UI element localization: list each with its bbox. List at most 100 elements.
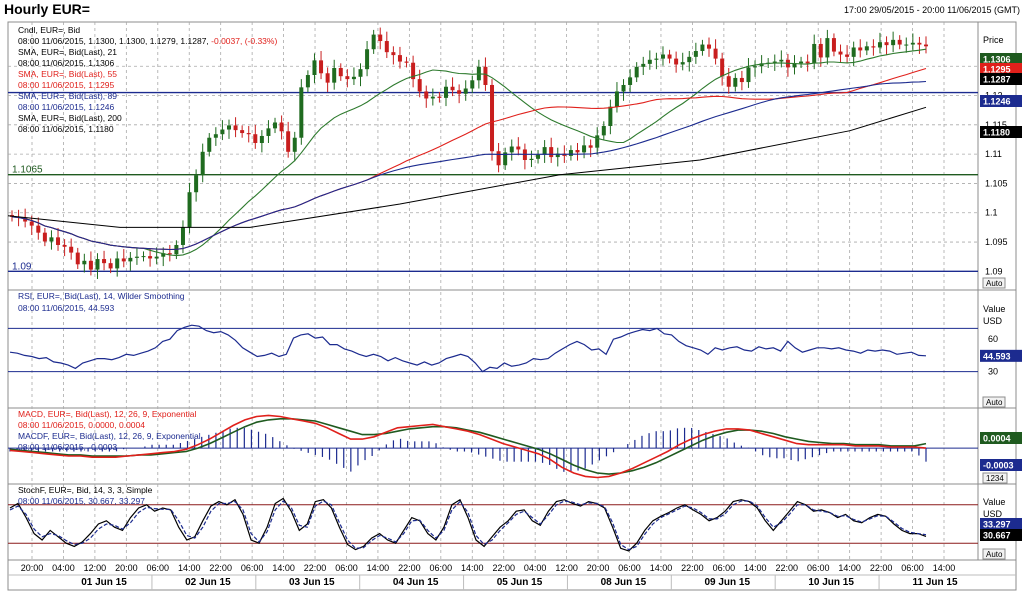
candle-body[interactable] (279, 122, 284, 132)
candle-body[interactable] (680, 62, 685, 65)
candle-body[interactable] (187, 192, 192, 228)
candle-body[interactable] (654, 58, 659, 60)
candle-body[interactable] (430, 96, 435, 99)
candle-body[interactable] (233, 125, 238, 131)
candle-body[interactable] (549, 147, 554, 158)
candle-body[interactable] (259, 135, 264, 144)
candle-body[interactable] (299, 87, 304, 138)
candle-body[interactable] (812, 43, 817, 64)
candle-body[interactable] (667, 54, 672, 59)
candle-body[interactable] (36, 225, 41, 233)
candle-body[interactable] (62, 244, 67, 247)
candle-body[interactable] (167, 253, 172, 255)
candle-body[interactable] (641, 63, 646, 67)
candle-body[interactable] (568, 150, 573, 156)
candle-body[interactable] (575, 150, 580, 153)
candle-body[interactable] (207, 137, 212, 152)
candle-body[interactable] (75, 252, 80, 265)
candle-body[interactable] (417, 79, 422, 92)
candle-body[interactable] (161, 253, 166, 257)
candle-body[interactable] (792, 63, 797, 68)
candle-body[interactable] (226, 125, 231, 130)
candle-body[interactable] (904, 44, 909, 46)
candle-body[interactable] (115, 258, 120, 269)
candle-body[interactable] (463, 88, 468, 94)
candle-body[interactable] (805, 61, 810, 64)
candle-body[interactable] (516, 146, 521, 150)
candle-body[interactable] (391, 52, 396, 56)
candle-body[interactable] (634, 66, 639, 78)
candle-body[interactable] (845, 54, 850, 57)
candle-body[interactable] (831, 38, 836, 52)
candle-body[interactable] (818, 43, 823, 58)
candle-body[interactable] (378, 34, 383, 42)
candle-body[interactable] (588, 145, 593, 148)
candle-body[interactable] (687, 56, 692, 63)
candle-body[interactable] (891, 39, 896, 46)
candle-body[interactable] (397, 55, 402, 62)
candle-body[interactable] (707, 44, 712, 49)
candle-body[interactable] (240, 130, 245, 134)
candle-body[interactable] (693, 50, 698, 57)
candle-body[interactable] (365, 49, 370, 70)
candle-body[interactable] (42, 232, 47, 242)
candle-body[interactable] (246, 133, 251, 135)
candle-body[interactable] (917, 42, 922, 45)
candle-body[interactable] (253, 134, 258, 144)
candle-body[interactable] (345, 76, 350, 80)
candle-body[interactable] (720, 58, 725, 77)
candle-body[interactable] (647, 59, 652, 64)
candle-body[interactable] (450, 86, 455, 91)
candle-body[interactable] (457, 90, 462, 94)
candle-body[interactable] (496, 151, 501, 166)
candle-body[interactable] (608, 106, 613, 127)
candle-body[interactable] (108, 263, 113, 269)
candle-body[interactable] (134, 256, 139, 258)
candle-body[interactable] (286, 131, 291, 152)
candle-body[interactable] (924, 44, 928, 47)
candle-body[interactable] (871, 46, 876, 48)
candle-body[interactable] (772, 61, 777, 63)
candle-body[interactable] (799, 61, 804, 64)
candle-body[interactable] (674, 58, 679, 65)
candle-body[interactable] (753, 66, 758, 68)
candle-body[interactable] (154, 256, 159, 259)
candle-body[interactable] (220, 129, 225, 135)
candle-body[interactable] (759, 63, 764, 67)
candle-body[interactable] (601, 126, 606, 136)
candle-body[interactable] (29, 221, 34, 226)
candle-body[interactable] (49, 237, 54, 242)
candle-body[interactable] (148, 256, 153, 259)
candle-body[interactable] (470, 80, 475, 89)
candle-body[interactable] (838, 51, 843, 55)
candle-body[interactable] (739, 77, 744, 83)
candle-body[interactable] (266, 128, 271, 136)
candle-body[interactable] (700, 44, 705, 51)
candle-body[interactable] (825, 38, 830, 58)
candle-body[interactable] (858, 47, 863, 51)
candle-body[interactable] (180, 227, 185, 245)
candle-body[interactable] (437, 96, 442, 98)
candle-body[interactable] (213, 134, 218, 138)
candle-body[interactable] (88, 260, 93, 270)
candle-body[interactable] (877, 42, 882, 48)
candle-body[interactable] (542, 147, 547, 155)
candle-body[interactable] (102, 259, 107, 264)
candle-body[interactable] (536, 154, 541, 159)
candle-body[interactable] (555, 153, 560, 158)
candle-body[interactable] (779, 59, 784, 62)
candle-body[interactable] (332, 67, 337, 83)
candle-body[interactable] (851, 47, 856, 57)
candle-body[interactable] (490, 84, 495, 152)
candle-body[interactable] (660, 54, 665, 59)
candle-body[interactable] (424, 91, 429, 99)
candle-body[interactable] (746, 67, 751, 83)
candle-body[interactable] (319, 60, 324, 74)
rsi-auto-button[interactable] (982, 396, 1006, 408)
candle-body[interactable] (614, 91, 619, 107)
candle-body[interactable] (621, 84, 626, 92)
candle-body[interactable] (325, 73, 330, 83)
stoch-auto-button[interactable] (982, 548, 1006, 560)
candle-body[interactable] (884, 42, 889, 46)
candle-body[interactable] (338, 67, 343, 77)
